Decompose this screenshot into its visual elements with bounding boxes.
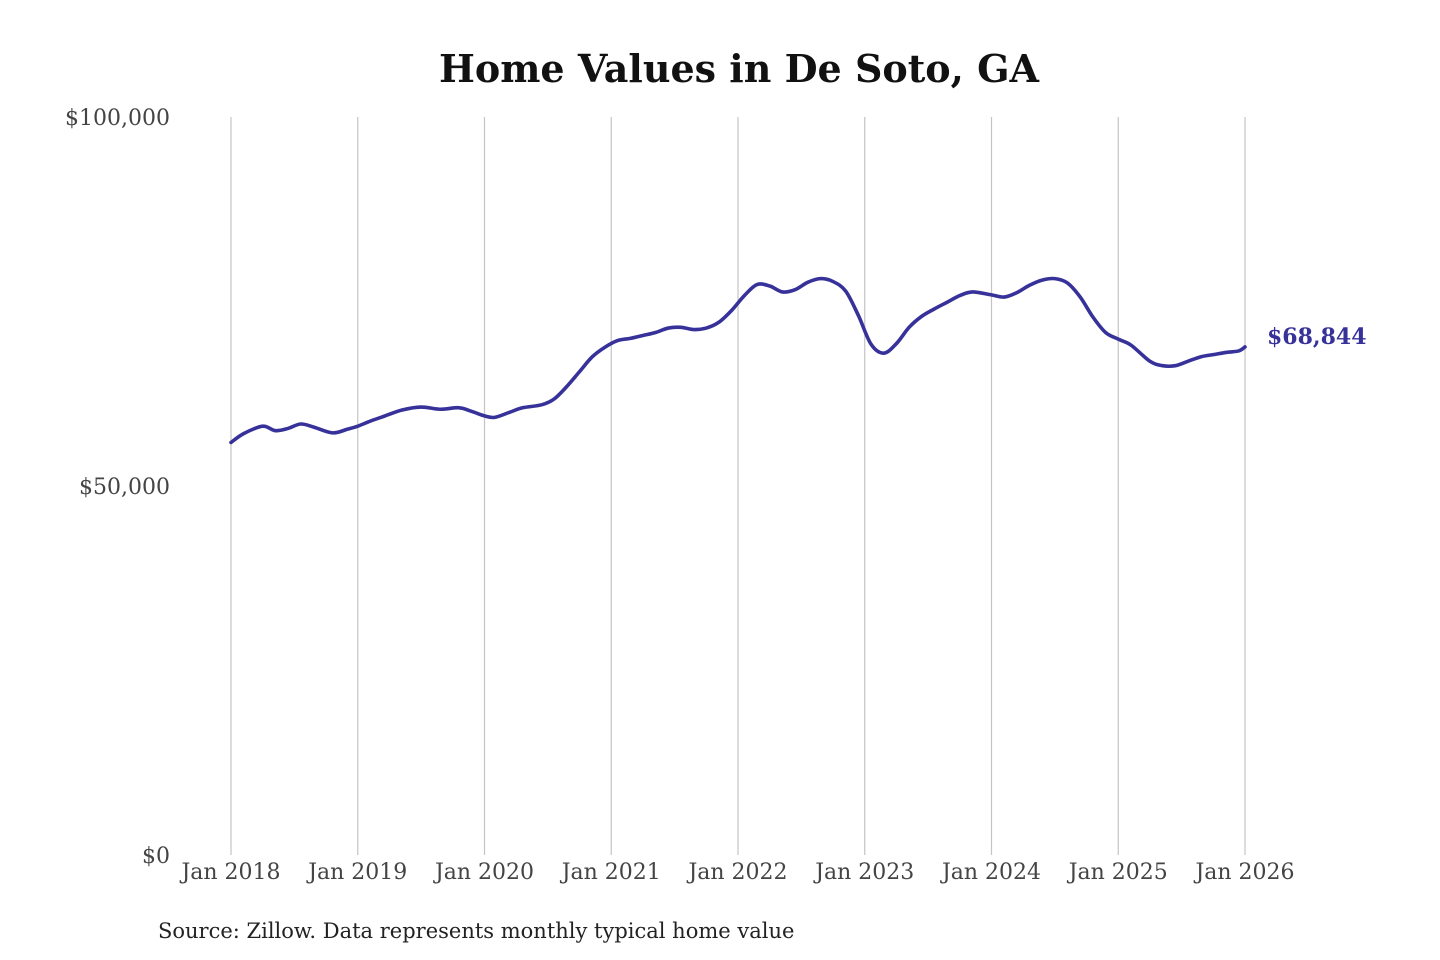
x-tick-label: Jan 2023	[813, 860, 914, 885]
x-tick-label: Jan 2025	[1067, 860, 1168, 885]
x-tick-label: Jan 2026	[1193, 860, 1294, 885]
x-tick-label: Jan 2022	[686, 860, 787, 885]
x-gridlines	[230, 117, 1246, 855]
y-tick-label: $0	[142, 844, 170, 869]
x-tick-label: Jan 2024	[940, 860, 1041, 885]
chart-title: Home Values in De Soto, GA	[439, 46, 1040, 91]
series-end-value-label: $68,844	[1267, 324, 1367, 350]
series-line-0	[229, 276, 1247, 445]
x-tick-label: Jan 2020	[433, 860, 534, 885]
y-axis-ticks: $0 $50,000 $100,000	[65, 106, 170, 869]
y-tick-label: $100,000	[65, 106, 170, 131]
series-group: $68,844	[229, 276, 1367, 445]
x-tick-label: Jan 2021	[560, 860, 661, 885]
x-axis-ticks: Jan 2018 Jan 2019 Jan 2020 Jan 2021 Jan 2022…	[179, 860, 1294, 885]
y-tick-label: $50,000	[79, 475, 170, 500]
x-tick-label: Jan 2018	[179, 860, 280, 885]
source-note: Source: Zillow. Data represents monthly …	[158, 919, 794, 943]
x-tick-label: Jan 2019	[306, 860, 407, 885]
